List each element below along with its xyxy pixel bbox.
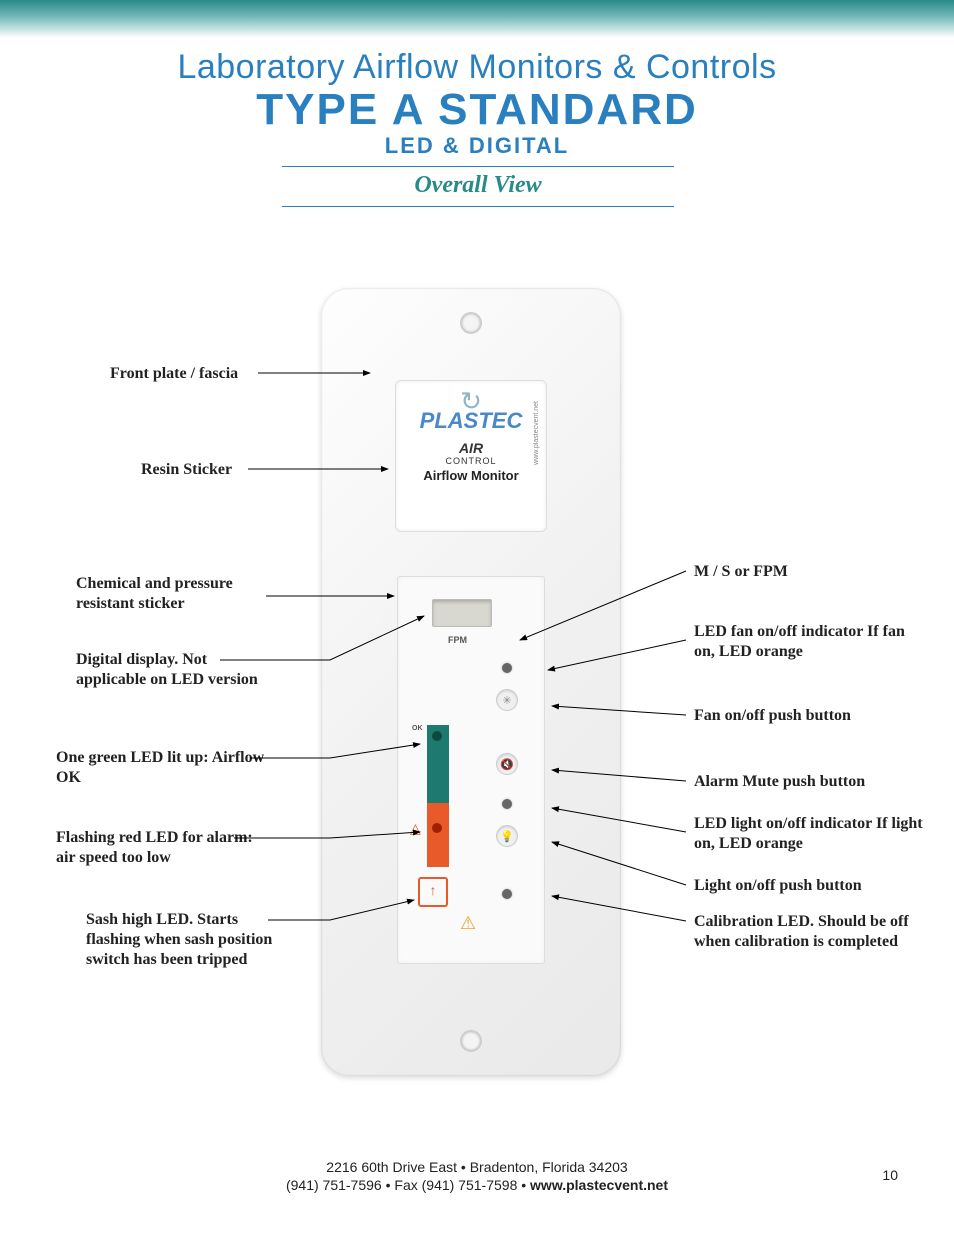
callout-red-led: Flashing red LED for alarm: air speed to…	[56, 828, 266, 868]
callout-sash-led: Sash high LED. Starts flashing when sash…	[86, 910, 286, 970]
callout-alarm-mute: Alarm Mute push button	[694, 772, 924, 792]
sticker-arrows-icon: ↻	[396, 395, 546, 408]
footer-address: 2216 60th Drive East • Bradenton, Florid…	[0, 1159, 954, 1175]
alarm-mute-button[interactable]: 🔇	[496, 753, 518, 775]
callout-led-fan: LED fan on/off indicator If fan on, LED …	[694, 622, 924, 662]
alarm-indicator-bar	[427, 803, 449, 867]
bulb-icon: 💡	[500, 830, 514, 843]
sticker-monitor: Airflow Monitor	[396, 468, 546, 483]
fan-status-led	[502, 663, 512, 673]
header-line-2: TYPE A STANDARD	[0, 85, 954, 135]
page: Laboratory Airflow Monitors & Controls T…	[0, 0, 954, 1235]
sticker-control: CONTROL	[396, 456, 546, 466]
callout-light-btn: Light on/off push button	[694, 876, 924, 896]
page-number: 10	[882, 1167, 898, 1183]
header-line-1: Laboratory Airflow Monitors & Controls	[0, 48, 954, 87]
footer-contact: (941) 751-7596 • Fax (941) 751-7598 • ww…	[0, 1177, 954, 1193]
footer-website: www.plastecvent.net	[530, 1177, 668, 1193]
sticker-air: AIR	[396, 440, 546, 456]
header-line-3: LED & DIGITAL	[0, 133, 954, 159]
ok-label: OK	[412, 725, 423, 732]
callout-ms-fpm: M / S or FPM	[694, 562, 914, 582]
alarm-led	[432, 823, 442, 833]
callout-green-led: One green LED lit up: Airflow OK	[56, 748, 266, 788]
callout-front-plate: Front plate / fascia	[110, 364, 280, 384]
subhead: Overall View	[282, 172, 674, 199]
digital-display	[432, 599, 492, 627]
page-header: Laboratory Airflow Monitors & Controls T…	[0, 48, 954, 159]
callout-led-light: LED light on/off indicator If light on, …	[694, 814, 924, 854]
page-footer: 2216 60th Drive East • Bradenton, Florid…	[0, 1157, 954, 1195]
control-panel: FPM ✳ OK 🔇 △ 💡 ↑ ⚠	[397, 576, 545, 964]
fpm-label: FPM	[448, 635, 467, 645]
callout-chem-sticker: Chemical and pressure resistant sticker	[76, 574, 286, 614]
footer-phones: (941) 751-7596 • Fax (941) 751-7598 •	[286, 1177, 530, 1193]
callout-digital-display: Digital display. Not applicable on LED v…	[76, 650, 276, 690]
callout-resin-sticker: Resin Sticker	[141, 460, 291, 480]
device-faceplate: ↻ PLASTEC AIR CONTROL Airflow Monitor ww…	[321, 288, 621, 1076]
sticker-brand: PLASTEC	[396, 408, 546, 434]
top-gradient-bar	[0, 0, 954, 38]
light-button[interactable]: 💡	[496, 825, 518, 847]
resin-sticker: ↻ PLASTEC AIR CONTROL Airflow Monitor ww…	[395, 380, 547, 532]
warning-triangle-icon: ⚠	[460, 913, 476, 934]
callout-calib-led: Calibration LED. Should be off when cali…	[694, 912, 924, 952]
ok-led	[432, 731, 442, 741]
subhead-rule-bottom	[282, 206, 674, 207]
fan-icon: ✳	[502, 694, 511, 707]
calibration-led	[502, 889, 512, 899]
mute-icon: 🔇	[500, 758, 514, 771]
screw-bottom	[460, 1030, 482, 1052]
callout-fan-btn: Fan on/off push button	[694, 706, 924, 726]
sash-high-indicator: ↑	[418, 877, 448, 907]
subhead-rule-top	[282, 166, 674, 167]
light-status-led	[502, 799, 512, 809]
fan-button[interactable]: ✳	[496, 689, 518, 711]
screw-top	[460, 312, 482, 334]
alarm-triangle-icon: △	[410, 821, 421, 838]
sticker-url: www.plastecvent.net	[533, 401, 540, 465]
